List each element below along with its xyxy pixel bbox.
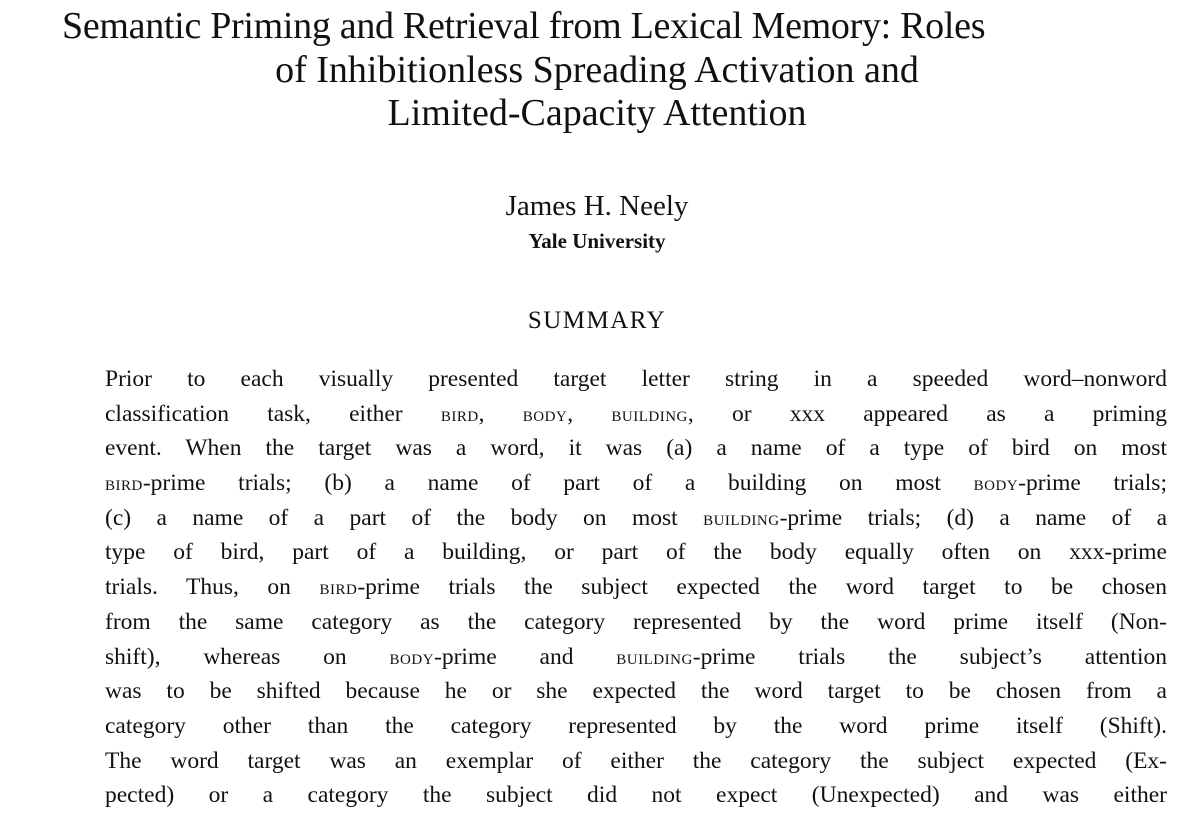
small-caps-word: BODY [973, 471, 1019, 496]
summary-line: pected) or a category the subject did no… [105, 778, 1167, 813]
summary-paragraph: Prior to each visually presented target … [105, 362, 1167, 813]
text-segment: classification task, either [105, 400, 441, 427]
small-caps-word: BUILDING [611, 401, 688, 426]
small-caps-word: BIRD [319, 575, 358, 600]
text-segment: trials. Thus, on [105, 574, 320, 601]
summary-line: trials. Thus, on BIRD-prime trials the s… [105, 570, 1167, 605]
text-segment: was to be shifted because he or she expe… [105, 678, 1167, 705]
text-segment: type of bird, part of a building, or par… [105, 539, 1167, 566]
text-segment: from the same category as the category r… [105, 608, 1167, 635]
text-segment: Prior to each visually presented target … [105, 366, 1167, 392]
text-segment: event. When the target was a word, it wa… [105, 435, 1167, 462]
small-caps-word: BUILDING [616, 644, 693, 669]
summary-line: (c) a name of a part of the body on most… [105, 501, 1167, 536]
summary-line: category other than the category represe… [105, 709, 1167, 744]
small-caps-word: BODY [522, 401, 568, 426]
text-segment: -prime trials; [1018, 470, 1167, 497]
text-segment: -prime trials; (d) a name of a [779, 504, 1167, 531]
paper-title-line-3: Limited-Capacity Attention [387, 92, 807, 134]
small-caps-word: BODY [389, 644, 435, 669]
section-heading-summary: SUMMARY [527, 307, 667, 334]
summary-line: BIRD-prime trials; (b) a name of part of… [105, 466, 1167, 501]
text-segment: -prime trials the subject’s attention [692, 643, 1167, 670]
summary-line: classification task, either BIRD, BODY , … [105, 397, 1167, 432]
text-segment: The word target was an exemplar of eithe… [105, 747, 1167, 774]
summary-line: The word target was an exemplar of eithe… [105, 744, 1167, 779]
text-segment: , or xxx appeared as a priming [687, 400, 1168, 427]
small-caps-word: BIRD [440, 401, 479, 426]
paper-title-line-1: Semantic Priming and Retrieval from Lexi… [62, 5, 986, 47]
text-segment: , [567, 400, 612, 427]
summary-line: Prior to each visually presented target … [105, 362, 1167, 397]
text-segment: pected) or a category the subject did no… [105, 782, 1167, 809]
text-segment: (c) a name of a part of the body on most [105, 504, 704, 531]
text-segment: , [478, 400, 523, 427]
small-caps-word: BUILDING [703, 505, 780, 530]
summary-line: from the same category as the category r… [105, 605, 1167, 640]
summary-line: was to be shifted because he or she expe… [105, 674, 1167, 709]
text-segment: -prime trials; (b) a name of part of a b… [142, 470, 974, 497]
summary-line: event. When the target was a word, it wa… [105, 431, 1167, 466]
text-segment: shift), whereas on [105, 643, 390, 670]
paper-title-line-2: of Inhibitionless Spreading Activation a… [275, 49, 919, 91]
author-affiliation: Yale University [528, 229, 666, 253]
small-caps-word: BIRD [105, 471, 143, 496]
text-segment: -prime and [434, 643, 617, 670]
summary-line: type of bird, part of a building, or par… [105, 535, 1167, 570]
text-segment: -prime trials the subject expected the w… [357, 574, 1167, 601]
summary-line: shift), whereas on BODY-prime and BUILDI… [105, 640, 1167, 675]
text-segment: category other than the category represe… [105, 712, 1167, 739]
author-name: James H. Neely [505, 190, 689, 222]
